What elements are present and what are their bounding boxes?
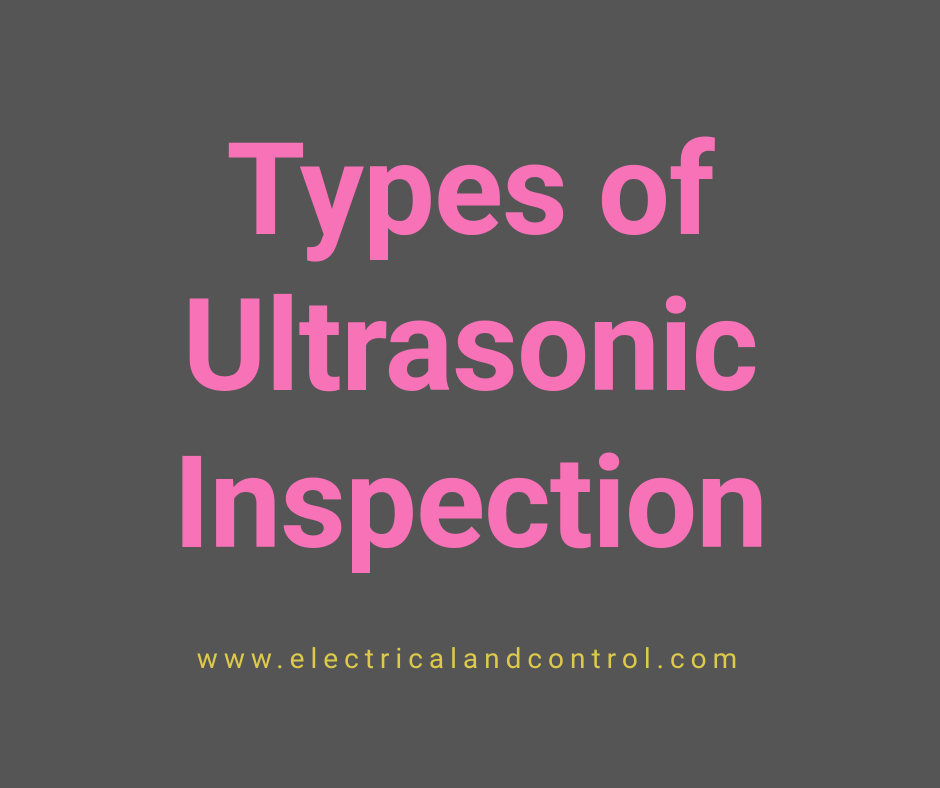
website-url: www.electricalandcontrol.com <box>197 642 743 675</box>
title-line-1: Types of <box>173 113 767 269</box>
main-title: Types of Ultrasonic Inspection <box>173 113 767 581</box>
title-line-3: Inspection <box>173 426 767 582</box>
title-line-2: Ultrasonic <box>173 269 767 425</box>
